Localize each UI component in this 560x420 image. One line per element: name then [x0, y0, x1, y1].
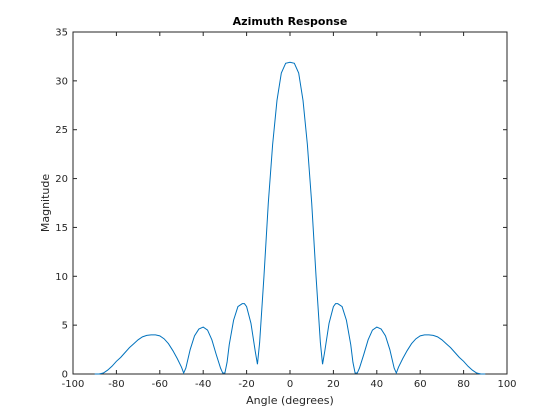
- y-tick-label: 5: [62, 321, 68, 332]
- chart-title: Azimuth Response: [233, 15, 348, 28]
- x-axis-label: Angle (degrees): [246, 394, 334, 407]
- x-tick-label: -20: [238, 379, 254, 390]
- x-tick-label: 80: [457, 379, 470, 390]
- x-tick-label: -60: [152, 379, 168, 390]
- y-tick-label: 15: [55, 223, 68, 234]
- x-axis: -100 -80 -60 -40 -20 0 20 40 60 80 100: [62, 32, 517, 390]
- x-tick-label: -100: [62, 379, 85, 390]
- y-axis-label: Magnitude: [39, 174, 52, 233]
- x-tick-label: 100: [497, 379, 516, 390]
- y-tick-label: 30: [55, 76, 68, 87]
- y-tick-label: 0: [62, 370, 68, 381]
- plot-area: [72, 31, 508, 375]
- x-tick-label: 20: [327, 379, 340, 390]
- series-line: [94, 61, 486, 375]
- y-tick-label: 20: [55, 174, 68, 185]
- y-tick-label: 10: [55, 272, 68, 283]
- y-axis: 0 5 10 15 20 25 30 35: [55, 28, 507, 381]
- x-tick-label: -80: [108, 379, 124, 390]
- x-tick-label: 0: [287, 379, 293, 390]
- x-tick-label: -40: [195, 379, 211, 390]
- x-tick-label: 60: [414, 379, 427, 390]
- x-tick-label: 40: [370, 379, 383, 390]
- y-tick-label: 25: [55, 125, 68, 136]
- y-tick-label: 35: [55, 28, 68, 39]
